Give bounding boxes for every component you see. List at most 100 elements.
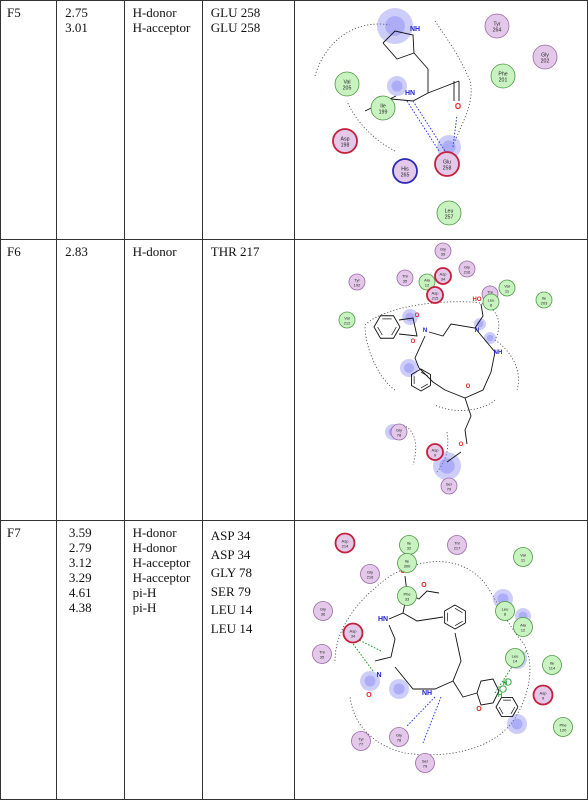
solvent-exposure-blob	[404, 363, 414, 373]
residue-number: 33	[405, 596, 410, 601]
residue-number: 192	[354, 282, 361, 287]
distance-value: 2.83	[65, 244, 117, 259]
solvent-exposure-blob	[364, 676, 375, 687]
residue-number: 79	[423, 763, 428, 768]
residue-number: 79	[447, 486, 452, 491]
compound-id-cell: F6	[1, 240, 57, 521]
atom-label: NH	[494, 350, 503, 356]
interaction-line	[407, 101, 439, 151]
bond	[415, 324, 495, 398]
residue-number: 300	[404, 563, 411, 568]
residue-number: 265	[401, 173, 410, 179]
atom-label: N	[423, 328, 427, 334]
atom-label: N	[475, 328, 479, 334]
residue-label: GLU 258	[211, 20, 288, 35]
residue-number: 201	[499, 78, 508, 84]
residue-number: 36	[321, 611, 326, 616]
interaction-type: H-donor	[133, 5, 196, 20]
interaction-type: H-acceptor	[133, 555, 196, 570]
bond	[453, 633, 477, 697]
interaction-type-cell: H-donor	[124, 240, 202, 521]
residue-number: 77	[359, 741, 364, 746]
residue-label: THR 217	[211, 244, 288, 259]
residue-number: 120	[560, 727, 567, 732]
residue-number: 215	[432, 295, 439, 300]
residue-number: 203	[541, 300, 548, 305]
compound-id: F5	[7, 5, 21, 20]
bond	[403, 613, 443, 621]
residue-number: 12	[425, 282, 430, 287]
residue-number: 78	[397, 432, 402, 437]
solvent-exposure-blob	[391, 81, 402, 92]
interaction-type: H-donor	[133, 244, 196, 259]
residue-cell: ASP 34 ASP 34 GLY 78 SER 79 LEU 14 LEU 1…	[202, 521, 294, 800]
atom-label: HN	[378, 616, 388, 623]
interaction-type: H-acceptor	[133, 20, 196, 35]
distance-value: 3.29	[65, 570, 117, 585]
residue-label: ASP 34	[211, 546, 288, 565]
atom-label: O	[411, 339, 416, 345]
interaction-type: H-donor	[133, 525, 196, 540]
atom-label: O	[455, 102, 461, 111]
atom-label: H	[498, 693, 502, 699]
interaction-line	[407, 697, 435, 726]
residue-number: 202	[541, 59, 550, 65]
interaction-type: H-acceptor	[133, 570, 196, 585]
solvent-exposure-blob	[511, 719, 522, 730]
residue-number: 257	[445, 215, 454, 221]
distance-value: 4.38	[65, 600, 117, 615]
compound-id: F6	[7, 244, 21, 259]
atom-label: N	[376, 672, 381, 679]
atom-label: NH	[410, 26, 420, 33]
residue-number: 114	[549, 665, 556, 670]
residue-number: 216	[367, 574, 374, 579]
residue-number: 214	[342, 543, 349, 548]
residue-label: GLU 258	[211, 5, 288, 20]
distance-value: 2.79	[65, 540, 117, 555]
residue-number: 14	[513, 658, 518, 663]
residue-number: 258	[443, 166, 452, 172]
atom-label: O	[476, 706, 482, 713]
residue-number: 39	[441, 251, 446, 256]
atom-label: H	[503, 681, 507, 687]
interaction-diagram-cell: OOHNNONHOHHAsp214Ile32Thr217Ile300Val11G…	[294, 521, 587, 800]
distance-value: 4.61	[65, 585, 117, 600]
compound-id: F7	[7, 525, 21, 540]
distance-value: 2.75	[65, 5, 117, 20]
atom-label: O	[459, 442, 464, 448]
atom-label: O	[421, 582, 427, 589]
residue-number: 78	[397, 737, 402, 742]
atom-label: O	[466, 384, 471, 390]
interaction-type: pi-H	[133, 600, 196, 615]
atom-label: O	[415, 313, 420, 319]
atom-label: HN	[405, 90, 415, 97]
residue-number: 35	[403, 278, 408, 283]
interaction-type-cell: H-donor H-acceptor	[124, 1, 202, 240]
distance-cell: 2.75 3.01	[57, 1, 124, 240]
residue-number: 212	[344, 320, 351, 325]
residue-cell: GLU 258 GLU 258	[202, 1, 294, 240]
table-row: F7 3.59 2.79 3.12 3.29 4.61 4.38 H-donor…	[1, 521, 588, 800]
residue-number: 12	[521, 627, 526, 632]
interaction-type: pi-H	[133, 585, 196, 600]
bond	[375, 625, 395, 661]
residue-number: 35	[320, 654, 325, 659]
interaction-type-cell: H-donor H-donor H-acceptor H-acceptor pi…	[124, 521, 202, 800]
residue-number: 216	[464, 269, 471, 274]
interaction-line	[423, 697, 441, 743]
ligand-interaction-diagram: NHOHNTyr264Gly202Phe201Val205Ile199Asp19…	[295, 1, 587, 236]
atom-label: HO	[472, 297, 481, 303]
residue-label: SER 79	[211, 583, 288, 602]
table-row: F5 2.75 3.01 H-donor H-acceptor GLU 258 …	[1, 1, 588, 240]
residue-label: GLY 78	[211, 564, 288, 583]
residue-number: 34	[441, 276, 446, 281]
residue-label: LEU 14	[211, 620, 288, 639]
distance-cell: 3.59 2.79 3.12 3.29 4.61 4.38	[57, 521, 124, 800]
atom-label: NH	[422, 690, 432, 697]
distance-value: 3.01	[65, 20, 117, 35]
distance-value: 3.59	[65, 525, 117, 540]
compound-id-cell: F5	[1, 1, 57, 240]
